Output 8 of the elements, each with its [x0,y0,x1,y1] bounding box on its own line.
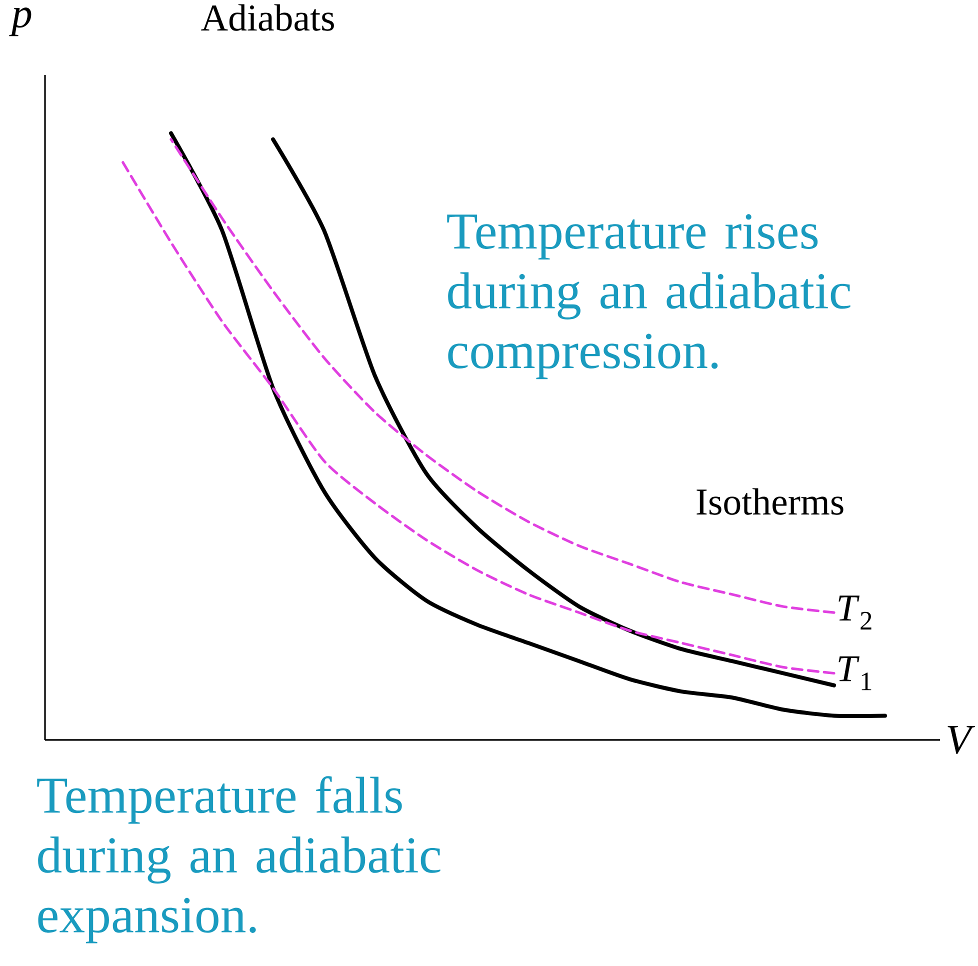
series-label: T$_{2}$ [838,596,872,630]
text: Temperature falls during an adiabatic expansion. [37,776,440,944]
text: Adiabats [201,4,334,31]
y-axis-title: p [9,8,32,36]
x-axis-title: V [948,726,976,754]
series-label: T$_{1}$ [838,656,872,690]
annotation: Temperature rises during an adiabatic compression. [447,214,850,380]
annotation: Isotherms [696,488,844,515]
